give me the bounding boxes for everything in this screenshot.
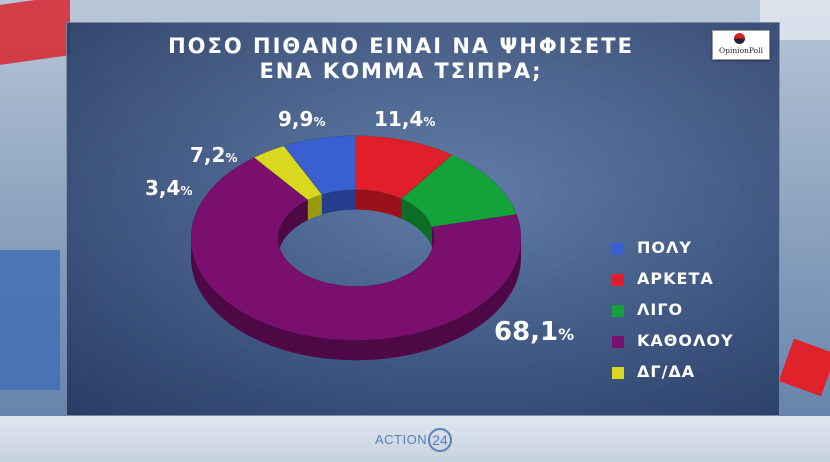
inner-wall-ligo bbox=[401, 198, 432, 247]
donut-sides bbox=[191, 189, 521, 361]
background-blue-shape bbox=[0, 250, 60, 390]
chart-title: ΠΟΣΟ ΠΙΘΑΝΟ ΕΙΝΑΙ ΝΑ ΨΗΦΙΣΕΤΕ ΕΝΑ ΚΟΜΜΑ … bbox=[0, 34, 830, 84]
action24-logo-text: ACTION bbox=[375, 432, 428, 447]
donut-labels: 7,2% 9,9% 11,4% 68,1% 3,4% bbox=[145, 107, 574, 347]
legend-swatch-ligo bbox=[612, 305, 624, 317]
legend-label-ligo: ΛΙΓΟ bbox=[637, 300, 684, 319]
pct-label-ligo: 11,4% bbox=[374, 107, 435, 131]
donut-slices bbox=[190, 135, 522, 341]
slice-ligo bbox=[400, 154, 517, 228]
opinionpoll-logo: OpinionPoll bbox=[712, 30, 770, 60]
slice-katholou bbox=[190, 157, 522, 341]
legend-label-katholou: ΚΑΘΟΛΟΥ bbox=[637, 331, 734, 350]
inner-wall-poly bbox=[321, 189, 356, 215]
bottom-strip bbox=[0, 416, 830, 462]
pct-label-poly: 7,2% bbox=[190, 143, 237, 167]
pct-label-dg-da: 3,4% bbox=[145, 176, 192, 200]
pct-label-katholou: 68,1% bbox=[494, 317, 574, 347]
legend-label-dg-da: ΔΓ/ΔΑ bbox=[637, 362, 696, 381]
slice-dg-da bbox=[253, 145, 323, 201]
action24-logo-number: 24 bbox=[428, 428, 452, 452]
legend-swatch-arketa bbox=[612, 274, 624, 286]
pct-label-arketa: 9,9% bbox=[278, 107, 325, 131]
legend-label-poly: ΠΟΛΥ bbox=[637, 238, 692, 257]
inner-wall-katholou bbox=[278, 199, 308, 258]
outer-wall-katholou bbox=[191, 238, 521, 361]
opinionpoll-logo-text: OpinionPoll bbox=[719, 46, 763, 55]
chart-title-line-1: ΠΟΣΟ ΠΙΘΑΝΟ ΕΙΝΑΙ ΝΑ ΨΗΦΙΣΕΤΕ bbox=[168, 34, 634, 58]
inner-wall-arketa bbox=[356, 189, 402, 219]
inner-wall-dg-da bbox=[307, 194, 322, 220]
legend-swatch-dg-da bbox=[612, 367, 624, 379]
legend-swatch-katholou bbox=[612, 336, 624, 348]
slice-arketa bbox=[355, 135, 453, 200]
opinionpoll-logo-icon bbox=[734, 33, 745, 44]
legend-label-arketa: ΑΡΚΕΤΑ bbox=[637, 269, 714, 288]
chart-title-line-2: ΕΝΑ ΚΟΜΜΑ ΤΣΙΠΡΑ; bbox=[259, 59, 543, 83]
legend-swatch-poly bbox=[612, 243, 624, 255]
